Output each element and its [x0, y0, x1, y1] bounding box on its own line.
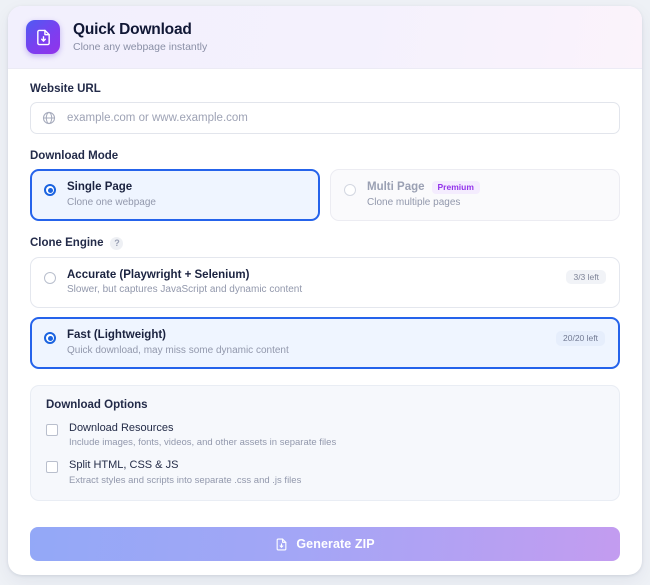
clone-engine-label-row: Clone Engine ?	[30, 236, 620, 250]
header-text: Quick Download Clone any webpage instant…	[73, 21, 207, 53]
option-label: Split HTML, CSS & JS	[69, 459, 179, 472]
mode-option-title: Single Page	[67, 181, 133, 193]
quick-download-card: Quick Download Clone any webpage instant…	[8, 6, 642, 575]
option-label: Download Resources	[69, 421, 174, 434]
clone-engine-label: Clone Engine	[30, 237, 104, 250]
download-options-title: Download Options	[46, 398, 148, 411]
mode-option-text: Single Page Clone one webpage	[67, 181, 156, 209]
generate-zip-label: Generate ZIP	[296, 537, 375, 551]
mode-option-title-row: Single Page	[67, 181, 156, 194]
mode-option-title-row: Multi Page Premium	[367, 181, 480, 194]
mode-option-multi-page[interactable]: Multi Page Premium Clone multiple pages	[330, 169, 620, 221]
mode-option-desc: Clone one webpage	[67, 196, 156, 208]
mode-option-single-page[interactable]: Single Page Clone one webpage	[30, 169, 320, 221]
engine-option-desc: Quick download, may miss some dynamic co…	[67, 344, 289, 356]
option-desc: Include images, fonts, videos, and other…	[69, 437, 337, 449]
website-url-input[interactable]	[30, 102, 620, 134]
file-download-icon	[275, 538, 288, 551]
option-download-resources[interactable]: Download Resources Include images, fonts…	[46, 422, 604, 448]
page-title: Quick Download	[73, 21, 192, 38]
clone-engine-options: Accurate (Playwright + Selenium) Slower,…	[30, 256, 620, 369]
radio-fast[interactable]	[44, 332, 56, 345]
mode-option-title: Multi Page	[367, 181, 425, 193]
checkbox-download-resources[interactable]	[46, 423, 58, 436]
engine-option-title: Fast (Lightweight)	[67, 329, 167, 342]
engine-option-desc: Slower, but captures JavaScript and dyna…	[67, 284, 303, 296]
card-body: Website URL Download Mode	[8, 69, 642, 575]
mode-option-desc: Clone multiple pages	[367, 196, 461, 208]
card-header: Quick Download Clone any webpage instant…	[8, 6, 642, 69]
option-desc: Extract styles and scripts into separate…	[69, 474, 302, 486]
help-icon[interactable]: ?	[110, 236, 124, 250]
option-split-html-css-js[interactable]: Split HTML, CSS & JS Extract styles and …	[46, 459, 604, 486]
mode-option-text: Multi Page Premium Clone multiple pages	[367, 181, 480, 209]
engine-option-title: Accurate (Playwright + Selenium)	[67, 268, 250, 281]
quota-badge: 3/3 left	[566, 269, 606, 285]
radio-accurate[interactable]	[44, 271, 56, 284]
download-options-panel: Download Options Download Resources Incl…	[30, 384, 620, 501]
premium-badge: Premium	[431, 181, 480, 194]
download-mode-label: Download Mode	[30, 150, 119, 162]
option-text: Download Resources Include images, fonts…	[69, 422, 336, 448]
option-text: Split HTML, CSS & JS Extract styles and …	[69, 459, 301, 485]
engine-option-fast[interactable]: Fast (Lightweight) Quick download, may m…	[30, 317, 620, 369]
website-url-field-wrap	[30, 102, 620, 134]
radio-multi-page[interactable]	[344, 184, 356, 196]
document-download-icon	[26, 20, 60, 54]
engine-option-text: Accurate (Playwright + Selenium) Slower,…	[67, 269, 302, 297]
engine-option-accurate[interactable]: Accurate (Playwright + Selenium) Slower,…	[30, 256, 620, 309]
quota-badge: 20/20 left	[556, 331, 605, 346]
download-mode-options: Single Page Clone one webpage Multi Page…	[30, 169, 620, 221]
engine-option-text: Fast (Lightweight) Quick download, may m…	[67, 329, 289, 357]
checkbox-split-html-css-js[interactable]	[46, 461, 58, 474]
submit-area: Generate ZIP	[30, 527, 620, 575]
page-subtitle: Clone any webpage instantly	[73, 41, 208, 53]
website-url-label: Website URL	[30, 83, 101, 95]
generate-zip-button[interactable]: Generate ZIP	[30, 527, 620, 561]
radio-single-page[interactable]	[44, 184, 56, 196]
